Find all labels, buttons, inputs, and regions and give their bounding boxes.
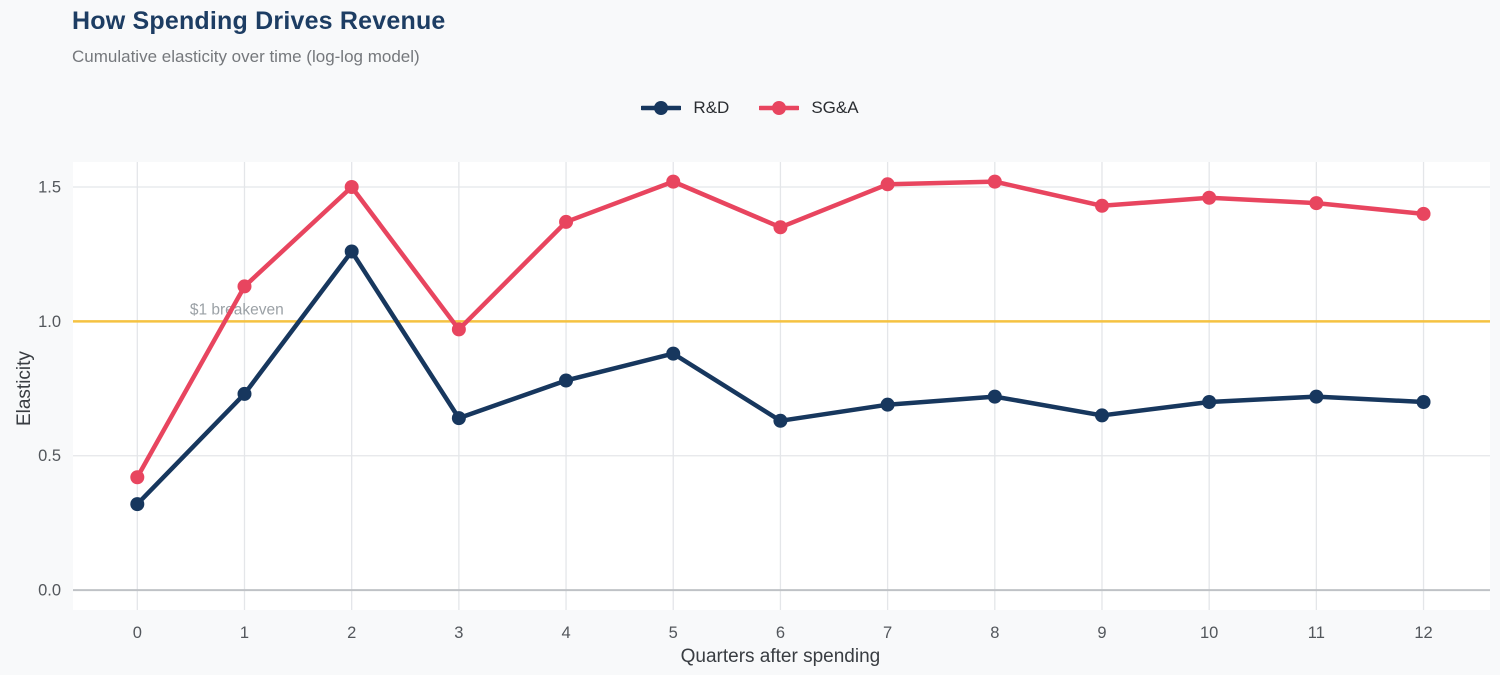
legend: R&D SG&A	[0, 98, 1500, 118]
x-tick-label: 6	[776, 624, 785, 642]
y-tick-label: 0.5	[38, 447, 61, 465]
sga-point-marker[interactable]	[344, 179, 359, 194]
sga-point-marker[interactable]	[666, 174, 681, 189]
legend-label-rd: R&D	[693, 98, 730, 117]
x-tick-label: 0	[133, 624, 142, 642]
breakeven-annotation: $1 breakeven	[190, 301, 284, 318]
y-tick-label: 1.0	[38, 313, 61, 331]
plot-background	[73, 162, 1490, 610]
rd-point-marker[interactable]	[1202, 394, 1217, 409]
y-axis-title: Elasticity	[14, 351, 35, 426]
sga-line-dot-icon	[759, 101, 800, 115]
sga-point-marker[interactable]	[1202, 190, 1217, 205]
rd-point-marker[interactable]	[451, 411, 466, 426]
x-axis-title: Quarters after spending	[681, 646, 881, 667]
x-tick-label: 12	[1414, 624, 1432, 642]
x-tick-label: 3	[454, 624, 463, 642]
x-tick-label: 2	[347, 624, 356, 642]
x-tick-label: 1	[240, 624, 249, 642]
rd-point-marker[interactable]	[559, 373, 574, 388]
sga-point-marker[interactable]	[237, 279, 252, 294]
rd-point-marker[interactable]	[987, 389, 1002, 404]
x-tick-label: 10	[1200, 624, 1218, 642]
y-tick-label: 1.5	[38, 178, 61, 196]
rd-point-marker[interactable]	[130, 497, 145, 512]
rd-point-marker[interactable]	[666, 346, 681, 361]
x-tick-label: 9	[1097, 624, 1106, 642]
rd-point-marker[interactable]	[1094, 408, 1109, 423]
legend-label-sga: SG&A	[811, 98, 859, 117]
sga-point-marker[interactable]	[1416, 206, 1431, 221]
x-tick-label: 7	[883, 624, 892, 642]
sga-point-marker[interactable]	[880, 177, 895, 192]
x-tick-label: 5	[669, 624, 678, 642]
legend-item-sga[interactable]: SG&A	[759, 98, 859, 118]
sga-point-marker[interactable]	[773, 220, 788, 235]
chart-subtitle: Cumulative elasticity over time (log-log…	[72, 47, 420, 66]
rd-point-marker[interactable]	[880, 397, 895, 412]
x-tick-label: 11	[1308, 624, 1325, 642]
legend-item-rd[interactable]: R&D	[641, 98, 729, 118]
x-tick-label: 4	[561, 624, 570, 642]
rd-point-marker[interactable]	[1309, 389, 1324, 404]
sga-point-marker[interactable]	[1094, 198, 1109, 213]
sga-point-marker[interactable]	[130, 470, 145, 485]
rd-point-marker[interactable]	[1416, 394, 1431, 409]
sga-point-marker[interactable]	[559, 214, 574, 229]
sga-point-marker[interactable]	[451, 322, 466, 337]
sga-point-marker[interactable]	[1309, 196, 1324, 211]
rd-point-marker[interactable]	[773, 413, 788, 428]
rd-point-marker[interactable]	[344, 244, 359, 259]
chart-title: How Spending Drives Revenue	[72, 7, 446, 35]
rd-line-dot-icon	[641, 101, 682, 115]
sga-point-marker[interactable]	[987, 174, 1002, 189]
rd-point-marker[interactable]	[237, 386, 252, 401]
y-tick-label: 0.0	[38, 582, 61, 600]
x-tick-label: 8	[990, 624, 999, 642]
